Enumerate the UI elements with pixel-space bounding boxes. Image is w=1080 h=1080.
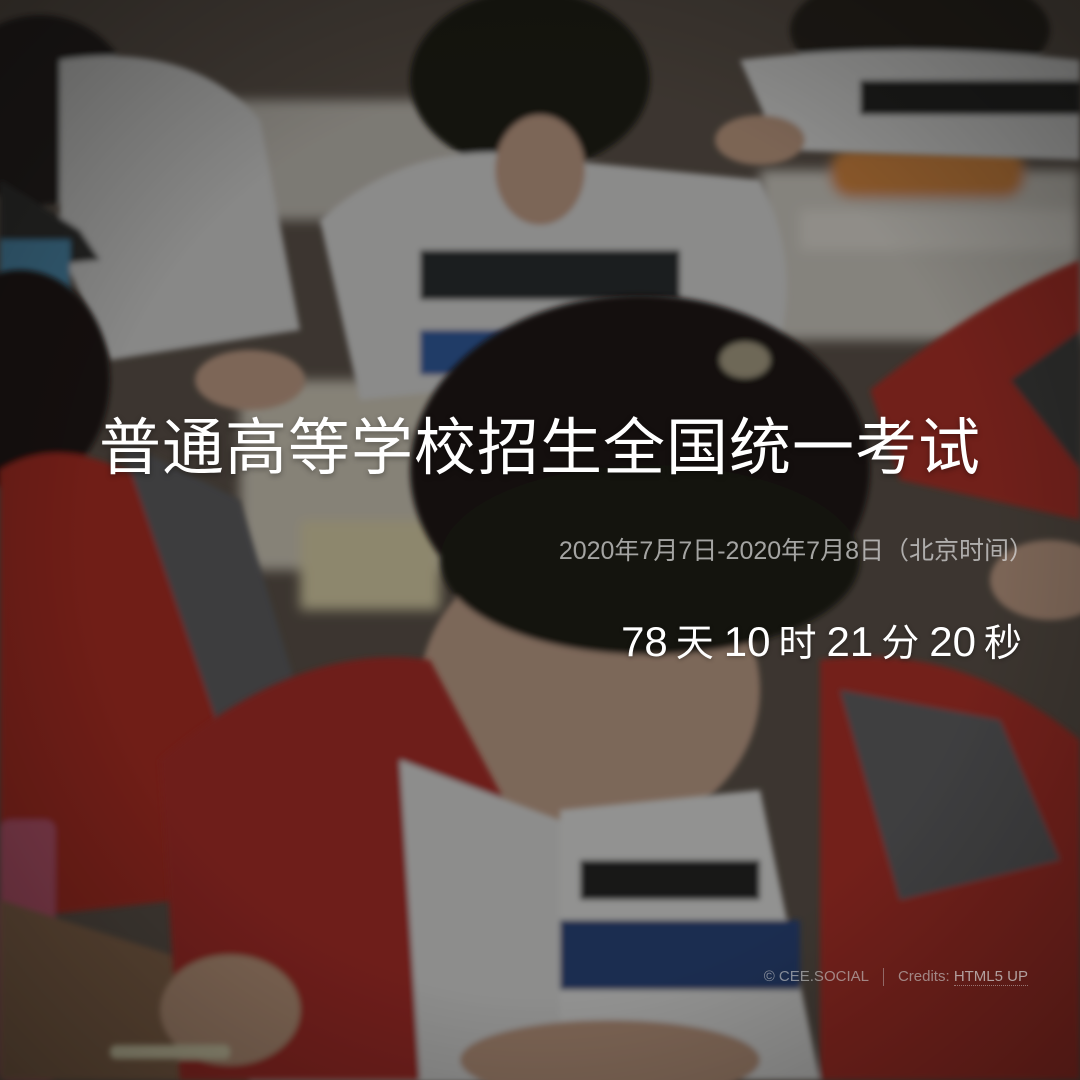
countdown-minutes-unit: 分	[881, 621, 919, 665]
countdown-seconds-unit: 秒	[984, 621, 1022, 665]
footer: © CEE.SOCIAL Credits: HTML5 UP	[764, 966, 1028, 988]
countdown-days-unit: 天	[676, 621, 714, 665]
countdown-hours: 10	[724, 618, 771, 665]
countdown-days: 78	[621, 618, 668, 665]
footer-divider	[883, 968, 884, 986]
countdown-hours-unit: 时	[779, 621, 817, 665]
countdown-minutes: 21	[827, 618, 874, 665]
countdown-seconds: 20	[929, 618, 976, 665]
exam-dates: 2020年7月7日-2020年7月8日（北京时间）	[559, 534, 1034, 568]
credits-label: Credits:	[898, 968, 950, 985]
copyright-text: © CEE.SOCIAL	[764, 968, 869, 985]
credits-link[interactable]: HTML5 UP	[954, 968, 1028, 986]
countdown-timer: 78 天 10 时 21 分 20 秒	[621, 614, 1022, 671]
page-title: 普通高等学校招生全国统一考试	[0, 408, 1080, 488]
